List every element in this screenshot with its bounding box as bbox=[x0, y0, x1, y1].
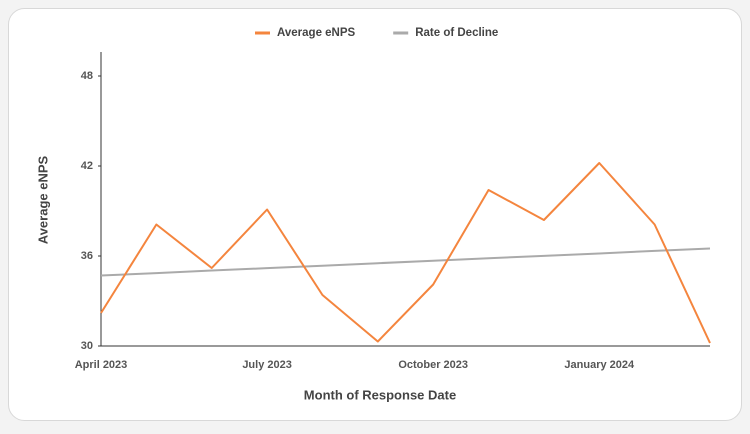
x-tick-label: April 2023 bbox=[75, 359, 128, 371]
y-tick-label: 48 bbox=[81, 70, 93, 82]
series-line bbox=[100, 162, 711, 344]
legend-label: Average eNPS bbox=[277, 27, 356, 39]
legend-label: Rate of Decline bbox=[415, 27, 498, 39]
x-tick-label: January 2024 bbox=[564, 359, 635, 371]
x-axis-title: Month of Response Date bbox=[304, 387, 456, 402]
y-tick-label: 30 bbox=[81, 340, 93, 352]
y-axis-title: Average eNPS bbox=[35, 155, 50, 244]
series-line bbox=[100, 247, 711, 277]
y-tick-label: 36 bbox=[81, 250, 93, 262]
x-tick-label: October 2023 bbox=[398, 359, 468, 371]
card bbox=[8, 8, 742, 421]
y-tick-label: 42 bbox=[81, 160, 93, 172]
x-tick-label: July 2023 bbox=[242, 359, 292, 371]
